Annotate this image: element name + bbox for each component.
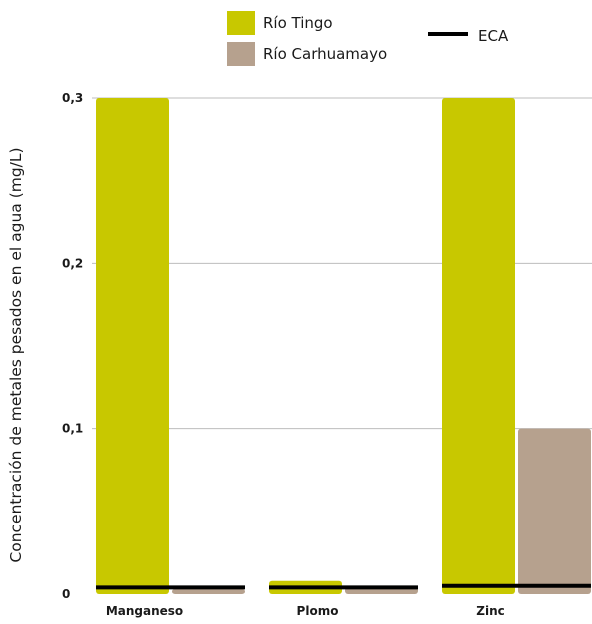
x-tick-label: Plomo	[297, 604, 339, 618]
x-tick-label: Manganeso	[106, 604, 183, 618]
y-axis-label: Concentración de metales pesados en el a…	[7, 147, 25, 562]
legend-label-rio-tingo: Río Tingo	[263, 14, 333, 32]
legend-swatch-rio-carhuamayo	[227, 42, 255, 66]
bar-rio-tingo	[96, 98, 169, 594]
bar-rio-carhuamayo	[518, 428, 591, 594]
legend-swatch-rio-tingo	[227, 11, 255, 35]
legend: Río Tingo Río Carhuamayo ECA	[227, 11, 509, 66]
bars	[96, 98, 591, 594]
y-tick-label: 0,3	[62, 91, 83, 105]
x-tick-labels: Manganeso Plomo Zinc	[106, 604, 505, 618]
x-tick-label: Zinc	[476, 604, 504, 618]
legend-label-rio-carhuamayo: Río Carhuamayo	[263, 45, 387, 63]
eca-lines	[96, 583, 591, 590]
bar-rio-carhuamayo	[172, 589, 245, 594]
y-tick-labels: 0 0,1 0,2 0,3	[62, 91, 83, 601]
y-tick-label: 0,2	[62, 256, 83, 270]
legend-swatch-eca	[428, 32, 468, 36]
y-tick-label: 0,1	[62, 422, 83, 436]
legend-label-eca: ECA	[478, 27, 509, 45]
y-tick-label: 0	[62, 587, 70, 601]
bar-rio-tingo	[442, 98, 515, 594]
